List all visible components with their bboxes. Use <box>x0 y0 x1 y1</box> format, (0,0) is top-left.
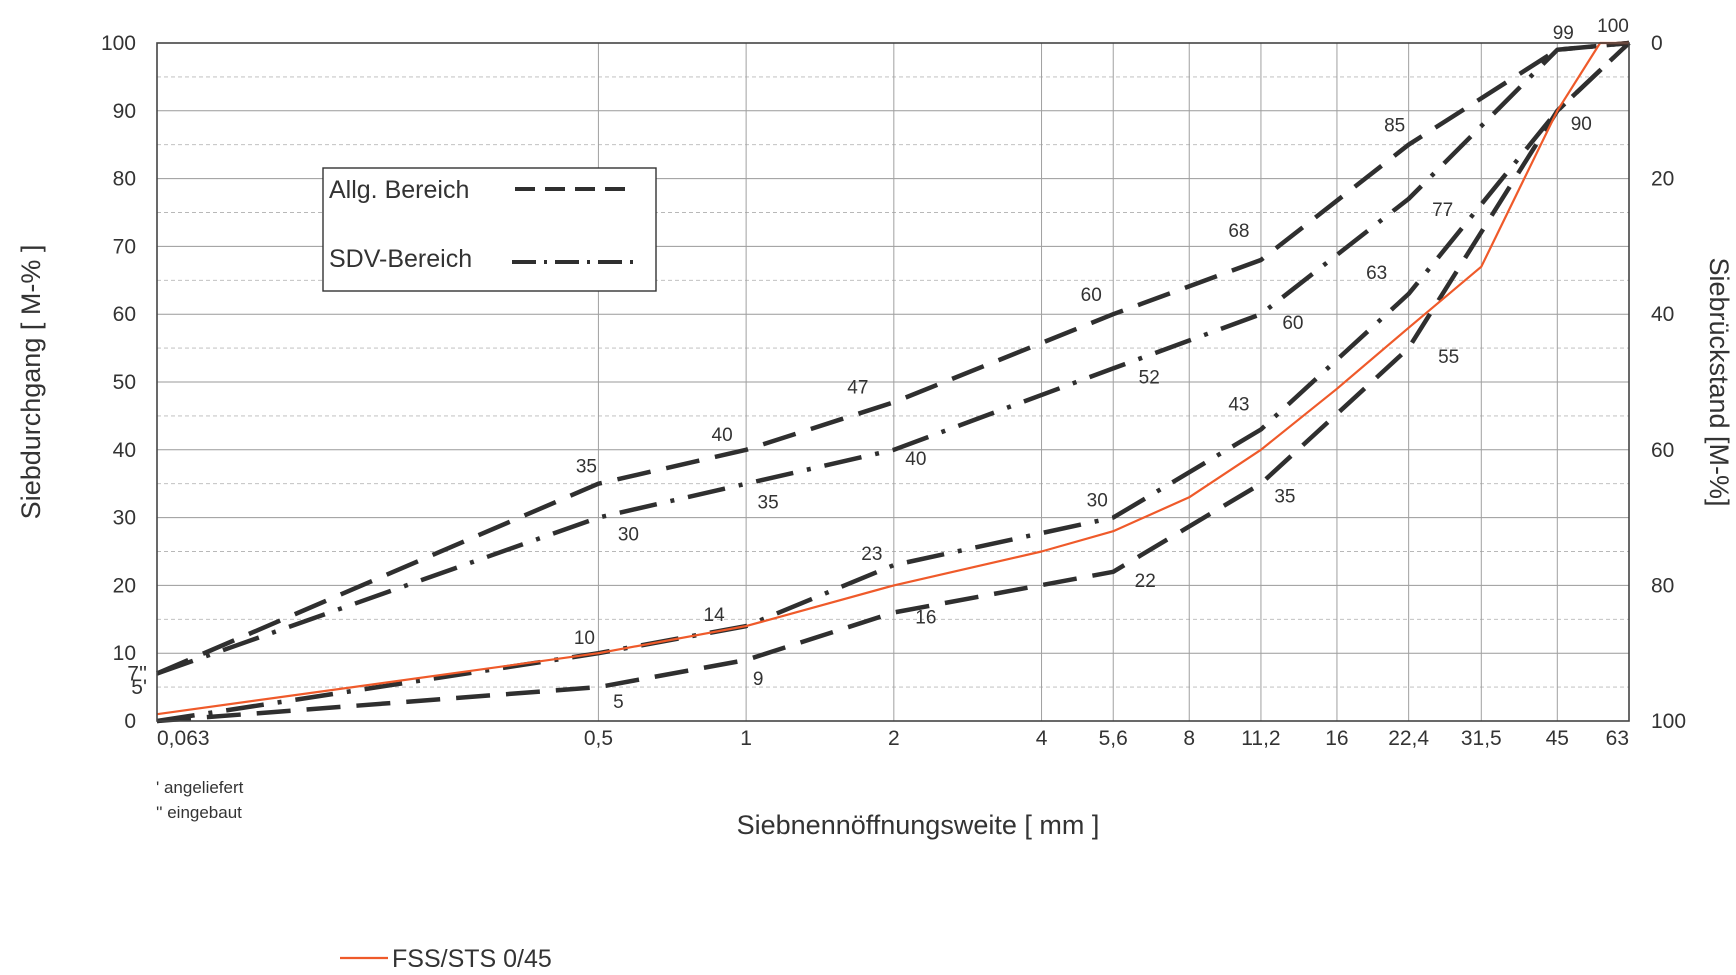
y-tick-label: 30 <box>113 507 136 530</box>
x-tick-label: 63 <box>1606 727 1629 750</box>
y2-tick-label: 80 <box>1651 574 1674 597</box>
y-tick-label: 60 <box>113 303 136 326</box>
x-tick-label: 31,5 <box>1461 727 1502 750</box>
note-installed: '' eingebaut <box>156 803 242 822</box>
data-label: 68 <box>1228 221 1249 242</box>
data-label: 43 <box>1228 394 1249 415</box>
data-label: 30 <box>1087 491 1108 512</box>
data-label: 99 <box>1553 23 1574 44</box>
data-label: 85 <box>1384 116 1405 137</box>
series-line-sdv_upper <box>156 40 1630 676</box>
data-label: 60 <box>1282 313 1303 334</box>
plot-frame <box>156 42 1630 722</box>
data-label: 100 <box>1597 16 1629 37</box>
x-tick-label: 22,4 <box>1388 727 1429 750</box>
legend-label-sdv: SDV-Bereich <box>329 245 472 273</box>
y2-tick-label: 20 <box>1651 168 1674 191</box>
data-label: 40 <box>905 449 926 470</box>
y-tick-label: 80 <box>113 168 136 191</box>
y-tick-label-extra: 5' <box>131 676 147 699</box>
x-tick-label: 5,6 <box>1099 727 1128 750</box>
x-tick-label: 8 <box>1183 727 1195 750</box>
x-tick-label: 0,5 <box>584 727 613 750</box>
y2-tick-label: 0 <box>1651 32 1663 55</box>
legend-frame <box>322 167 657 292</box>
data-label: 60 <box>1081 285 1102 306</box>
y-tick-label: 20 <box>113 574 136 597</box>
legend-label-allg: Allg. Bereich <box>329 176 469 204</box>
x-tick-label: 16 <box>1325 727 1348 750</box>
series-line-allg_lower <box>156 41 1631 724</box>
x-tick-label: 2 <box>888 727 900 750</box>
series-layer <box>156 40 1631 724</box>
x-tick-label: 45 <box>1546 727 1569 750</box>
y-axis-title: Siebdurchgang [ M-% ] <box>16 245 46 520</box>
note-delivered: ' angeliefert <box>156 778 244 797</box>
y-tick-label: 10 <box>113 642 136 665</box>
y-tick-label: 100 <box>101 32 136 55</box>
data-label: 35 <box>1274 487 1295 508</box>
data-label: 5 <box>613 692 624 713</box>
y2-tick-label: 100 <box>1651 710 1686 733</box>
data-label: 23 <box>861 544 882 565</box>
data-label: 40 <box>712 425 733 446</box>
x-tick-label: 1 <box>740 727 752 750</box>
legend-bottom: FSS/STS 0/45 <box>340 945 552 973</box>
data-label: 35 <box>758 493 779 514</box>
data-label: 22 <box>1135 571 1156 592</box>
series-line-allg_upper <box>156 40 1630 676</box>
tick-labels: 0 10 20 30 40 50 60 70 80 90 100 5'7'' 0 20 40 60 80 100 0… <box>101 32 1686 750</box>
data-label: 90 <box>1571 114 1592 135</box>
x-tick-label: 0,063 <box>157 727 210 750</box>
data-label: 30 <box>618 525 639 546</box>
y-tick-label: 0 <box>124 710 136 733</box>
data-label: 47 <box>847 377 868 398</box>
x-tick-label: 11,2 <box>1241 727 1280 750</box>
data-label: 77 <box>1432 200 1453 221</box>
y-tick-label: 70 <box>113 235 136 258</box>
legend-label-fss: FSS/STS 0/45 <box>392 945 552 973</box>
data-label: 9 <box>753 669 764 690</box>
data-label: 52 <box>1139 367 1160 388</box>
data-label: 63 <box>1366 263 1387 284</box>
data-label: 35 <box>576 457 597 478</box>
data-label: 10 <box>574 628 595 649</box>
y2-tick-label: 60 <box>1651 439 1674 462</box>
y-tick-label: 40 <box>113 439 136 462</box>
data-label: 14 <box>704 605 726 626</box>
y-tick-label: 90 <box>113 100 136 123</box>
series-line-fss-sts <box>156 41 1629 716</box>
x-axis-title: Siebnennöffnungsweite [ mm ] <box>737 810 1100 840</box>
data-label: 55 <box>1438 347 1459 368</box>
point-labels: 35 40 47 60 68 85 99 100 5 9 16 22 35 55 90 30 35 40 52 60 7… <box>574 16 1629 713</box>
y-tick-label: 50 <box>113 371 136 394</box>
y2-tick-label: 40 <box>1651 303 1674 326</box>
x-tick-label: 4 <box>1036 727 1048 750</box>
legend-box: Allg. Bereich SDV-Bereich <box>322 167 657 292</box>
y2-axis-title: Siebrückstand [M-%] <box>1704 257 1734 506</box>
y-tick-label-extra: 7'' <box>127 663 147 686</box>
data-label: 16 <box>915 608 936 629</box>
